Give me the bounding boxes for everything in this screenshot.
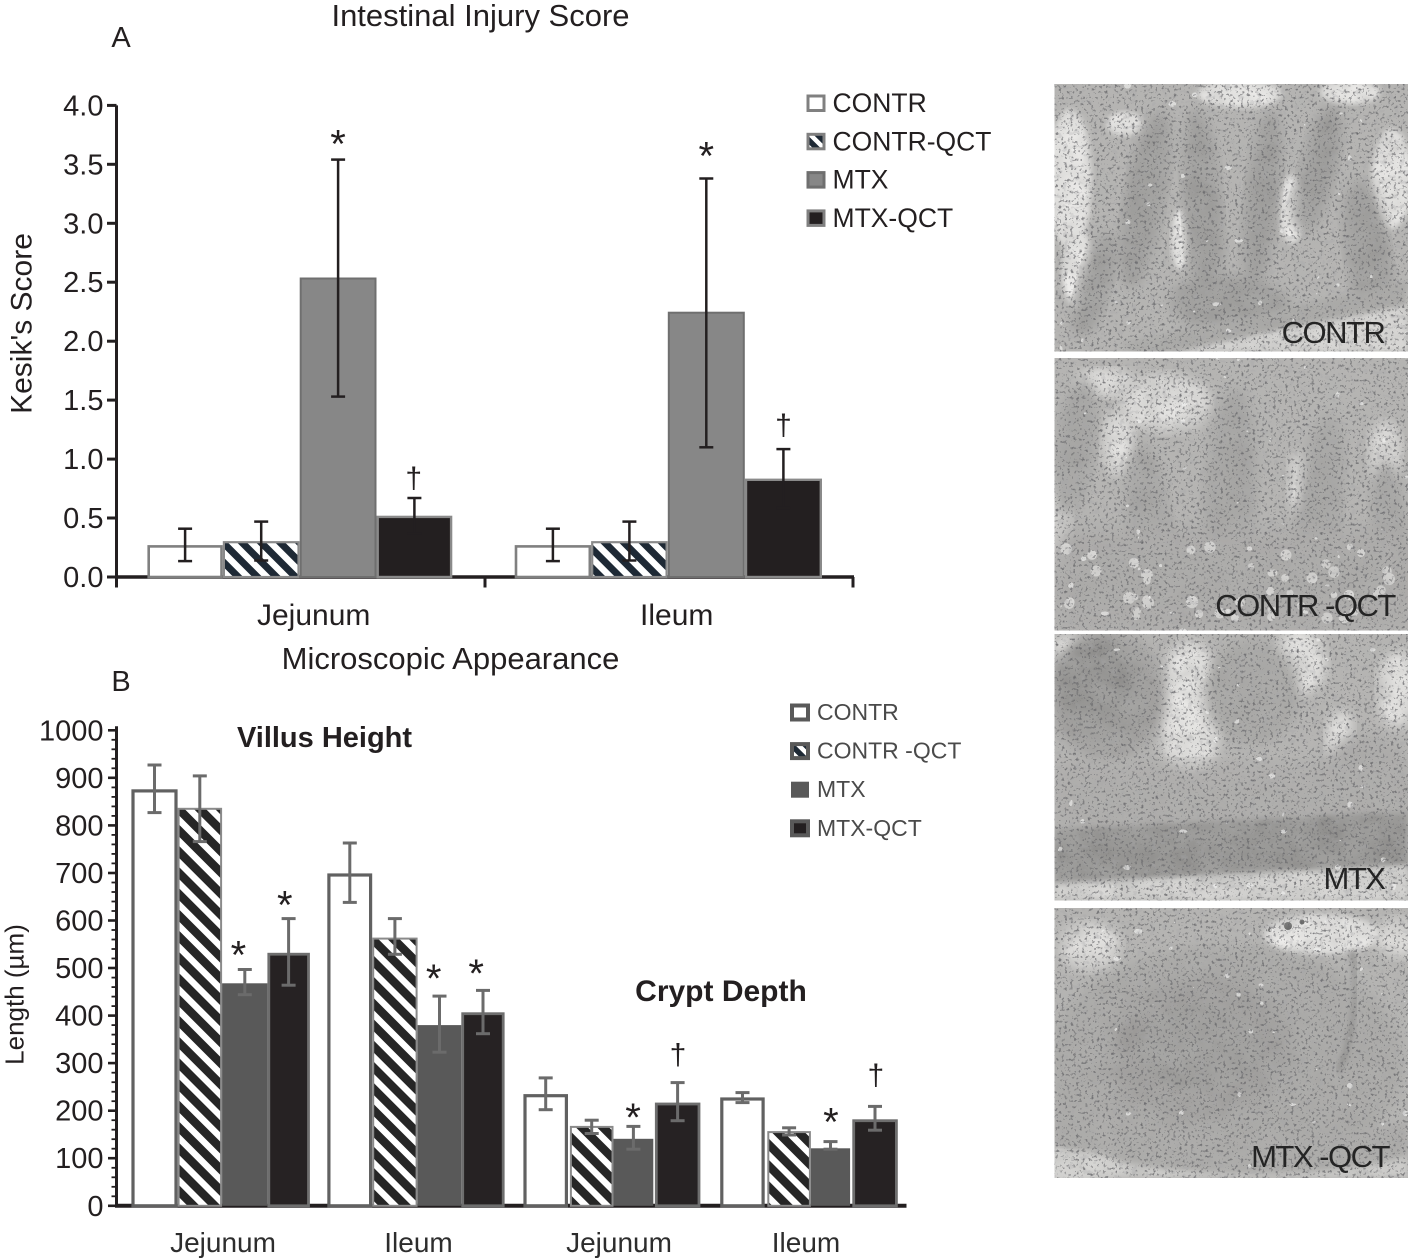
svg-text:3.5: 3.5 [63,149,103,181]
svg-text:200: 200 [55,1096,103,1128]
svg-text:700: 700 [55,858,103,890]
svg-text:Villus Height: Villus Height [237,722,412,754]
svg-text:*: * [231,933,247,977]
svg-text:1000: 1000 [39,715,104,747]
svg-text:*: * [330,123,346,167]
svg-text:CONTR -QCT: CONTR -QCT [817,738,961,764]
svg-text:900: 900 [55,763,103,795]
svg-text:MTX-QCT: MTX-QCT [833,203,954,233]
svg-text:0.5: 0.5 [63,503,103,535]
svg-text:Jejunum: Jejunum [566,1227,672,1258]
svg-text:†: † [670,1038,687,1071]
svg-text:300: 300 [55,1048,103,1080]
svg-text:†: † [405,462,422,495]
svg-text:B: B [111,666,130,698]
svg-text:Ileum: Ileum [772,1227,840,1258]
svg-text:4.0: 4.0 [63,90,103,122]
svg-text:Crypt Depth: Crypt Depth [635,975,807,1008]
svg-text:*: * [625,1096,641,1140]
svg-text:400: 400 [55,1001,103,1033]
svg-text:1.0: 1.0 [63,444,103,476]
svg-text:Ileum: Ileum [384,1227,452,1258]
svg-text:Intestinal Injury Score: Intestinal Injury Score [331,0,629,33]
svg-text:*: * [468,952,484,996]
svg-text:MTX -QCT: MTX -QCT [1251,1139,1390,1174]
svg-text:MTX: MTX [1324,861,1387,896]
svg-text:800: 800 [55,810,103,842]
svg-text:CONTR-QCT: CONTR-QCT [833,126,992,156]
svg-text:0: 0 [87,1191,103,1223]
svg-text:600: 600 [55,906,103,938]
svg-text:100: 100 [55,1143,103,1175]
svg-text:*: * [699,135,715,179]
svg-text:*: * [823,1100,839,1144]
svg-text:MTX: MTX [817,776,866,802]
svg-text:MTX: MTX [833,165,889,195]
svg-text:A: A [111,22,131,54]
svg-text:CONTR -QCT: CONTR -QCT [1215,588,1396,623]
svg-text:MTX-QCT: MTX-QCT [817,815,922,841]
svg-text:0.0: 0.0 [63,562,103,594]
svg-text:†: † [867,1059,884,1092]
svg-text:*: * [277,883,293,927]
svg-text:Ileum: Ileum [640,599,713,632]
svg-text:Microscopic Appearance: Microscopic Appearance [282,641,620,676]
svg-text:1.5: 1.5 [63,385,103,417]
svg-text:500: 500 [55,953,103,985]
svg-text:CONTR: CONTR [1282,315,1385,350]
svg-text:Jejunum: Jejunum [257,599,370,632]
svg-text:CONTR: CONTR [833,88,927,118]
svg-text:2.5: 2.5 [63,267,103,299]
svg-text:*: * [426,957,442,1001]
svg-text:CONTR: CONTR [817,699,899,725]
svg-text:3.0: 3.0 [63,208,103,240]
svg-text:†: † [775,409,792,442]
svg-text:2.0: 2.0 [63,326,103,358]
svg-text:Kesik's Score: Kesik's Score [6,233,39,414]
svg-text:Length (µm): Length (µm) [0,924,30,1065]
svg-text:Jejunum: Jejunum [170,1227,276,1258]
